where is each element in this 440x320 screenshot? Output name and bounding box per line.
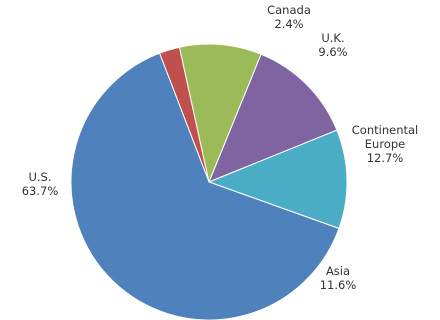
data-label-name: Canada [267, 3, 311, 17]
data-label-value: 12.7% [367, 151, 404, 165]
pie-slice-us [70, 52, 340, 320]
data-label-value: 2.4% [274, 17, 303, 31]
data-label-value: 9.6% [318, 45, 347, 59]
pie-data-labels: Canada 2.4%U.K. 9.6%Continental Europe 12.7%… [22, 3, 419, 292]
data-label-asia: Asia 11.6% [320, 264, 357, 292]
data-label-name: U.K. [321, 31, 344, 45]
pie-slices [70, 43, 348, 320]
data-label-name: Europe [365, 137, 405, 151]
data-label-canada: Canada 2.4% [267, 3, 311, 31]
data-label-uk: U.K. 9.6% [318, 31, 347, 59]
data-label-us: U.S. 63.7% [22, 170, 59, 198]
data-label-name: Asia [326, 264, 350, 278]
data-label-continental: Continental Europe 12.7% [352, 123, 418, 165]
data-label-value: 63.7% [22, 184, 59, 198]
data-label-value: 11.6% [320, 278, 357, 292]
data-label-name: U.S. [28, 170, 51, 184]
pie-slice-continental [208, 53, 338, 183]
pie-slice-uk [178, 43, 262, 184]
data-label-name: Continental [352, 123, 418, 137]
pie-slice-asia [207, 129, 348, 230]
